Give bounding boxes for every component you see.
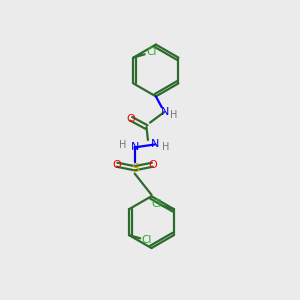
Text: N: N [130, 142, 139, 152]
Text: O: O [127, 114, 136, 124]
Text: O: O [112, 160, 122, 170]
Text: H: H [162, 142, 169, 152]
Text: H: H [118, 140, 126, 150]
Text: Cl: Cl [142, 236, 152, 245]
Text: H: H [170, 110, 177, 120]
Text: N: N [151, 140, 160, 149]
Text: S: S [131, 162, 139, 175]
Text: O: O [148, 160, 157, 170]
Text: Cl: Cl [151, 199, 161, 209]
Text: Cl: Cl [146, 47, 156, 57]
Text: N: N [160, 107, 169, 117]
